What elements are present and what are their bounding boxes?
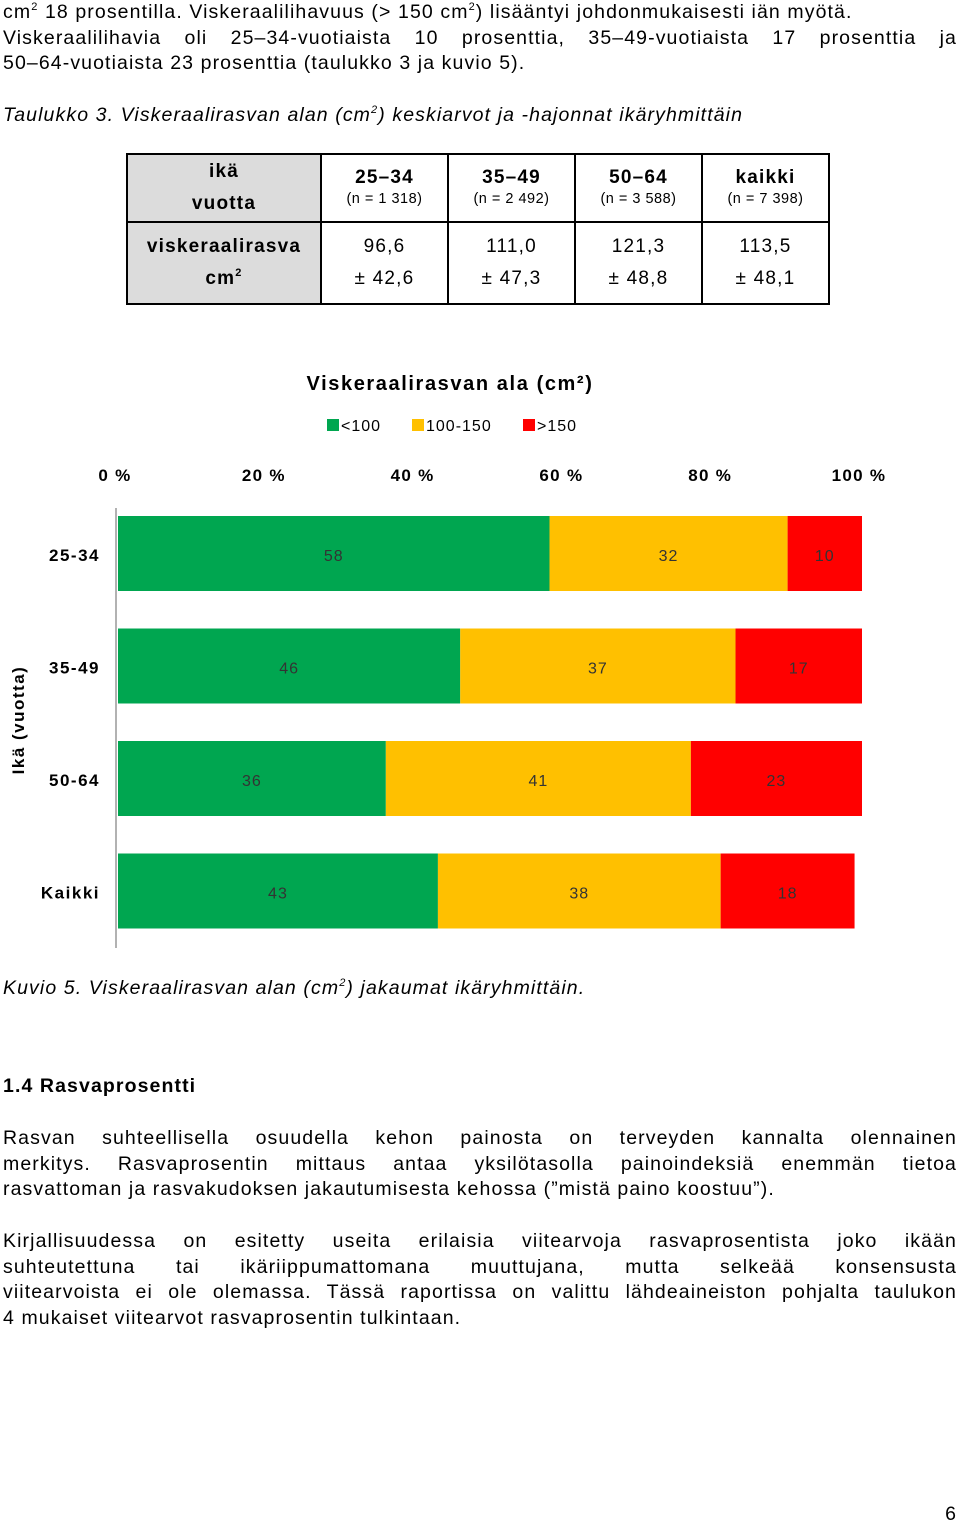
section-heading: 1.4 Rasvaprosentti	[3, 1075, 197, 1097]
intro-paragraph-body: Viskeraalilihavia oli 25–34-vuotiaista 1…	[3, 26, 957, 77]
table-cell: 121,3 ± 48,8	[574, 221, 703, 305]
bar-segment	[385, 741, 691, 816]
x-tick-label: 20 %	[242, 466, 286, 485]
intro-line-1: cm2 18 prosentilla. Viskeraalilihavuus (…	[3, 1, 853, 23]
y-axis-label: Ikä (vuotta)	[9, 666, 28, 775]
bar-segment	[735, 628, 862, 704]
table-cell: 113,5 ± 48,1	[701, 221, 830, 305]
table-caption: Taulukko 3. Viskeraalirasvan alan (cm2) …	[3, 104, 744, 126]
bar-segment	[118, 853, 438, 929]
table-col-header: 25–34 (n = 1 318)	[320, 153, 449, 223]
data-label: 43	[268, 886, 288, 903]
table-cell: 96,6 ± 42,6	[320, 221, 449, 305]
legend-label: 100-150	[426, 418, 492, 435]
category-label: 50-64	[49, 771, 100, 790]
data-label: 58	[324, 548, 344, 565]
intro-paragraph: cm2 18 prosentilla. Viskeraalilihavuus (…	[3, 0, 958, 26]
bar-segment	[118, 628, 461, 704]
visceral-fat-table: ikä vuotta 25–34 (n = 1 318) 35–49 (n = …	[126, 153, 830, 305]
table-header-age: ikä vuotta	[126, 153, 322, 223]
data-label: 18	[778, 886, 798, 903]
legend-swatch	[412, 419, 424, 431]
bar-segment	[549, 516, 788, 591]
paragraph-line: merkitys. Rasvaprosentin mittaus antaa y…	[3, 1152, 957, 1175]
x-tick-label: 40 %	[391, 466, 435, 485]
page-number: 6	[945, 1503, 956, 1525]
category-label: Kaikki	[41, 884, 100, 903]
intro-line-2: Viskeraalilihavia oli 25–34-vuotiaista 1…	[3, 26, 957, 49]
x-tick-label: 80 %	[688, 466, 732, 485]
data-label: 36	[242, 773, 262, 790]
table-col-header: 50–64 (n = 3 588)	[574, 153, 703, 223]
bar-segment	[787, 516, 862, 591]
data-label: 10	[815, 548, 835, 565]
paragraph-line: Kirjallisuudessa on esitetty useita eril…	[3, 1230, 957, 1252]
data-label: 23	[767, 773, 787, 790]
bar-segment	[690, 741, 862, 816]
data-label: 17	[789, 661, 809, 678]
legend-label: >150	[537, 418, 577, 435]
data-label: 46	[279, 661, 299, 678]
paragraph-2: Kirjallisuudessa on esitetty useita eril…	[3, 1229, 957, 1331]
bar-segment	[460, 628, 736, 704]
paragraph-line: Rasvan suhteellisella osuudella kehon pa…	[3, 1127, 957, 1149]
data-label: 32	[659, 548, 679, 565]
bar-segment	[437, 853, 721, 929]
figure-caption: Kuvio 5. Viskeraalirasvan alan (cm2) jak…	[3, 977, 586, 999]
category-label: 25-34	[49, 546, 100, 565]
legend-swatch	[523, 419, 535, 431]
paragraph-line: viitearvoista ei ole olemassa. Tässä rap…	[3, 1281, 957, 1303]
paragraph-line: 4 mukaiset viitearvot rasvaprosentin tul…	[3, 1306, 462, 1329]
data-label: 41	[528, 773, 548, 790]
chart-title: Viskeraalirasvan ala (cm²)	[307, 373, 594, 395]
bar-segment	[720, 853, 855, 929]
data-label: 38	[569, 886, 589, 903]
table-row-header: viskeraalirasva cm2	[126, 221, 322, 305]
x-tick-label: 0 %	[98, 466, 131, 485]
data-label: 37	[588, 661, 608, 678]
paragraph-line: rasvattoman ja rasvakudoksen jakautumise…	[3, 1178, 775, 1200]
legend-label: <100	[341, 418, 381, 435]
bar-segment	[118, 516, 550, 591]
stacked-bar-chart: Viskeraalirasvan ala (cm²) <100 100-150 >15…	[9, 373, 887, 948]
paragraph-line: suhteutettuna tai ikäriippumattomana muu…	[3, 1255, 957, 1278]
category-label: 35-49	[49, 659, 100, 678]
x-tick-label: 60 %	[539, 466, 583, 485]
legend-swatch	[327, 419, 339, 431]
paragraph-1: Rasvan suhteellisella osuudella kehon pa…	[3, 1126, 957, 1203]
table-col-header: kaikki (n = 7 398)	[701, 153, 830, 223]
table-col-header: 35–49 (n = 2 492)	[447, 153, 576, 223]
bar-segment	[118, 741, 386, 816]
table-cell: 111,0 ± 47,3	[447, 221, 576, 305]
x-tick-label: 100 %	[832, 466, 887, 485]
intro-line-3: 50–64-vuotiaista 23 prosenttia (taulukko…	[3, 52, 526, 74]
